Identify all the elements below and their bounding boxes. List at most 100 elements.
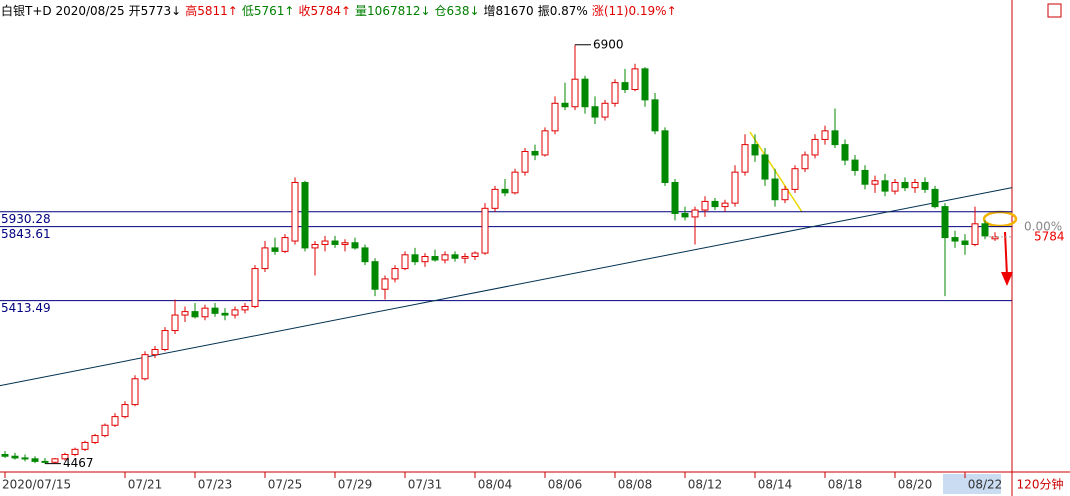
candle-body: [661, 130, 669, 183]
candle-body: [841, 144, 849, 161]
candle-body: [811, 138, 819, 156]
candle-body: [721, 202, 729, 208]
candle-body: [181, 311, 189, 316]
header-item: 增81670: [484, 4, 534, 18]
candle-body: [361, 247, 369, 263]
candle-body: [791, 168, 799, 190]
level-label: 5930.28: [1, 212, 51, 226]
candle-body: [441, 254, 449, 261]
x-tick-label: 07/25: [268, 478, 303, 492]
candle-body: [901, 181, 909, 189]
candle-body: [971, 223, 979, 245]
x-tick-label: 2020/07/15: [2, 478, 71, 492]
candle-body: [931, 188, 939, 208]
candle-body: [501, 188, 509, 194]
candle-body: [61, 454, 69, 460]
candle-body: [571, 78, 579, 108]
candle-body: [611, 82, 619, 104]
candle-body: [601, 102, 609, 118]
header-item: 收5784↑: [298, 4, 351, 18]
candle-body: [711, 200, 719, 208]
candle-body: [431, 256, 439, 261]
candle-body: [561, 102, 569, 108]
candle-body: [271, 247, 279, 252]
panel-icon[interactable]: [1047, 3, 1062, 18]
x-tick-label: 07/23: [198, 478, 233, 492]
candle-body: [821, 130, 829, 140]
candle-body: [881, 180, 889, 192]
level-label: 5413.49: [1, 301, 51, 315]
candle-body: [691, 209, 699, 218]
header-item: 振0.87%: [538, 4, 588, 18]
candle-body: [871, 180, 879, 185]
candle-body: [201, 307, 209, 318]
period-label[interactable]: 120分钟: [1017, 477, 1064, 492]
drawn-line: [749, 131, 803, 213]
candle-body: [651, 99, 659, 132]
candle-body: [621, 82, 629, 91]
candle-body: [541, 130, 549, 156]
header-item: 仓638↓: [435, 4, 480, 18]
candle-body: [11, 455, 19, 459]
candle-body: [281, 237, 289, 252]
candle-body: [941, 206, 949, 239]
last-price-label: 5784: [1034, 229, 1065, 243]
candle-body: [311, 243, 319, 249]
candle-body: [91, 435, 99, 443]
candle-body: [241, 305, 249, 311]
candle-body: [291, 181, 299, 242]
candle-body: [171, 314, 179, 332]
x-tick-label: 08/04: [478, 478, 513, 492]
candle-body: [301, 181, 309, 249]
candle-body: [521, 151, 529, 173]
candle-body: [551, 102, 559, 132]
header-item: 涨(11)0.19%↑: [592, 3, 677, 18]
x-tick-label: 08/20: [898, 478, 933, 492]
candle-body: [111, 416, 119, 426]
candle-body: [161, 330, 169, 350]
candle-body: [71, 448, 79, 456]
candle-body: [891, 181, 899, 192]
candle-body: [221, 312, 229, 316]
candle-body: [461, 256, 469, 259]
candle-body: [851, 159, 859, 171]
candle-body: [381, 278, 389, 290]
candle-body: [781, 188, 789, 201]
candle-body: [911, 181, 919, 189]
trend-line: [0, 187, 1013, 387]
candle-body: [411, 254, 419, 263]
candle-body: [391, 268, 399, 280]
header-item: 白银T+D 2020/08/25: [1, 3, 125, 18]
header-item: 低5761↑: [242, 4, 295, 18]
candle-body: [351, 242, 359, 249]
candle-body: [581, 78, 589, 108]
level-label: 5843.61: [1, 227, 51, 241]
arrow-shaft: [1004, 231, 1008, 277]
candle-body: [471, 252, 479, 258]
extreme-label: 6900: [593, 37, 624, 51]
date-highlight: [943, 474, 1001, 494]
candle-body: [321, 240, 329, 245]
candle-body: [421, 256, 429, 263]
candle-body: [101, 424, 109, 437]
candle-body: [251, 268, 259, 307]
header-item: 开5773↓: [129, 4, 182, 18]
candle-body: [761, 154, 769, 180]
candle-body: [591, 106, 599, 118]
candle-body: [131, 378, 139, 406]
candle-body: [151, 348, 159, 356]
candle-body: [961, 240, 969, 245]
candle-body: [1, 454, 9, 457]
candle-body: [371, 261, 379, 290]
candle-body: [511, 171, 519, 194]
candle-body: [671, 181, 679, 214]
candle-body: [191, 311, 199, 318]
header: 白银T+D 2020/08/25 开5773↓ 高5811↑ 低5761↑ 收5784↑…: [1, 3, 677, 18]
candle-body: [741, 144, 749, 173]
candle-body: [801, 154, 809, 170]
candle-body: [31, 458, 39, 462]
extreme-label: 4467: [63, 456, 94, 470]
candle-body: [481, 207, 489, 254]
